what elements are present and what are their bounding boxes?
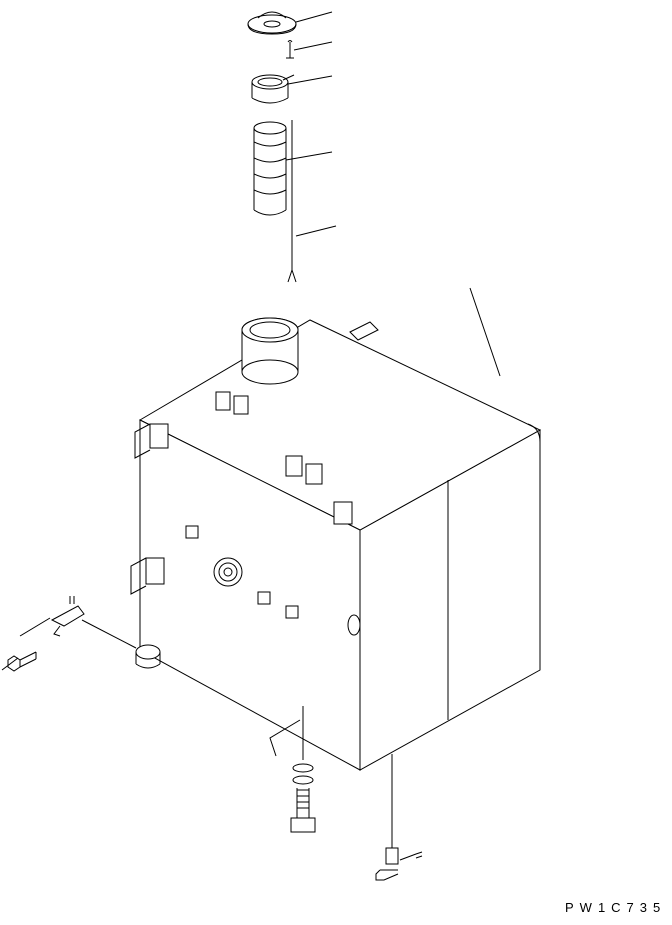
lifting-eye [350, 322, 378, 340]
strainer [254, 122, 286, 215]
float-rod [82, 620, 136, 648]
cap-top [248, 15, 296, 33]
tab [234, 396, 248, 414]
tab [306, 464, 322, 484]
drain-plug-right [376, 754, 422, 880]
callout-cap [296, 12, 332, 22]
boss [258, 592, 270, 604]
hex-head [8, 656, 20, 671]
tank-body [140, 320, 540, 770]
callout-strainer [286, 152, 332, 160]
diagram-stage: PW1C735 [0, 0, 672, 925]
cap-screw [286, 41, 294, 59]
sight-glass [214, 558, 242, 586]
boss [186, 526, 198, 538]
tab [286, 456, 302, 476]
neck-base [242, 360, 298, 384]
cap-assembly [248, 12, 296, 282]
diagram-svg [0, 0, 672, 925]
sight-outer [214, 558, 242, 586]
fuel-sensor-assembly [8, 596, 160, 671]
tab [334, 502, 352, 524]
float-top [136, 645, 160, 659]
drawing-code: PW1C735 [565, 900, 666, 915]
tab [216, 392, 230, 410]
filler-neck [242, 318, 298, 384]
sensor-stud [70, 596, 74, 604]
tab [146, 558, 164, 584]
dipstick [288, 120, 296, 282]
tab [150, 424, 168, 448]
sensor-leg [54, 626, 60, 636]
callout-tank [470, 288, 500, 376]
boss [286, 606, 298, 618]
sensor-bracket [52, 606, 84, 626]
callout-cap-screw [294, 42, 332, 50]
callout-retainer [288, 76, 332, 84]
callout-dipstick [296, 226, 336, 236]
bolt-shaft [20, 652, 36, 667]
level-sensor-boss [348, 615, 360, 635]
retainer-ring [252, 75, 294, 103]
callout-sensor [20, 618, 50, 636]
